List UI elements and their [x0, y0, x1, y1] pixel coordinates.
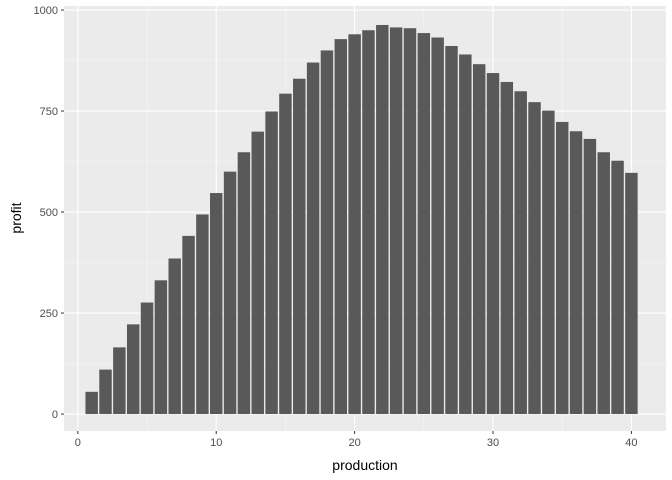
bars — [85, 24, 638, 415]
bar — [514, 91, 527, 415]
x-axis: 0 10 20 30 40 — [75, 431, 638, 449]
bar — [431, 37, 444, 415]
y-tick-label: 0 — [52, 409, 58, 421]
bar — [348, 34, 361, 415]
x-tick-label: 20 — [348, 437, 360, 449]
bar — [500, 81, 514, 415]
bar — [528, 102, 541, 415]
y-tick-label: 500 — [40, 207, 58, 219]
bar — [196, 214, 209, 415]
x-tick-label: 30 — [487, 437, 499, 449]
bar — [362, 30, 375, 415]
x-tick-label: 40 — [625, 437, 637, 449]
bar — [168, 258, 181, 415]
bar — [237, 152, 251, 415]
bar — [486, 73, 500, 415]
bar — [140, 302, 154, 415]
bar — [445, 45, 458, 415]
bar — [210, 193, 223, 415]
bar — [459, 54, 472, 415]
bar — [376, 24, 389, 415]
x-tick-label: 0 — [75, 437, 81, 449]
y-axis-title: profit — [8, 202, 24, 233]
bar — [320, 50, 334, 415]
bar — [542, 110, 555, 415]
y-tick-label: 1000 — [34, 5, 58, 17]
bar — [265, 111, 278, 415]
y-tick-label: 750 — [40, 106, 58, 118]
bar — [625, 172, 638, 415]
bar — [597, 152, 610, 415]
bar — [113, 347, 126, 415]
bar — [126, 324, 140, 415]
y-tick-label: 250 — [40, 308, 58, 320]
bar — [154, 280, 168, 415]
bar — [306, 62, 320, 415]
bar — [99, 369, 112, 415]
bar — [403, 28, 417, 415]
bar — [182, 235, 195, 415]
bar — [293, 78, 306, 415]
bar — [334, 39, 348, 415]
bar — [417, 33, 431, 415]
x-axis-title: production — [332, 457, 397, 473]
bar — [569, 131, 583, 415]
bar — [251, 131, 264, 415]
bar — [583, 138, 597, 415]
y-axis: 0 250 500 750 1000 — [34, 5, 64, 421]
bar — [223, 171, 237, 415]
bar — [85, 391, 98, 415]
bar — [389, 27, 403, 415]
bar — [555, 121, 569, 415]
bar — [611, 160, 624, 415]
bar — [279, 93, 292, 415]
bar — [472, 64, 486, 415]
x-tick-label: 10 — [210, 437, 222, 449]
